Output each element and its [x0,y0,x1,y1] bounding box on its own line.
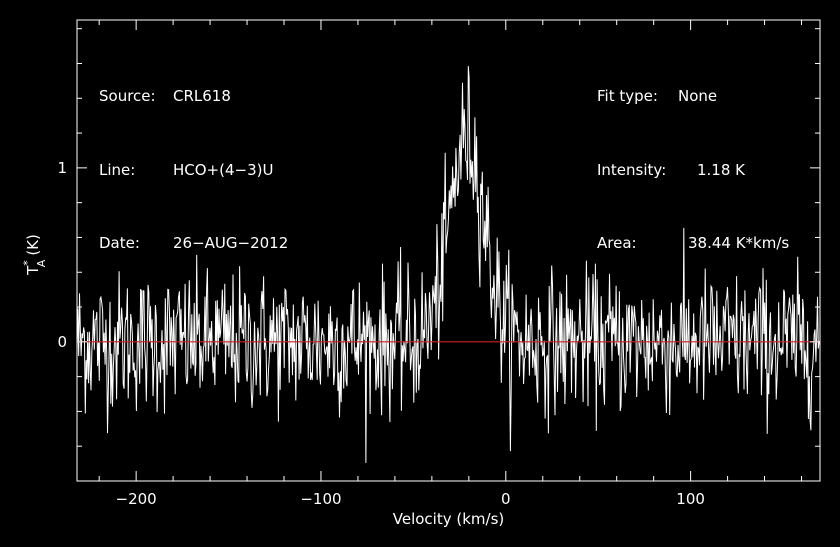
source-value: CRL618 [173,87,231,105]
x-axis-label: Velocity (km/s) [393,510,504,528]
y-axis-label: T*A (K) [21,234,48,276]
intensity-value: 1.18 K [697,160,746,179]
source-label: Source: [99,87,156,105]
y-axis-label-sup: * [21,260,34,266]
line-value: HCO+(4−3)U [173,160,274,179]
y-tick-label: 0 [57,333,67,351]
y-tick-label: 1 [57,159,67,177]
date-row: Date: 26−AUG−2012 [99,231,288,256]
x-tick-label: −200 [116,490,157,508]
x-tick-label: 100 [676,490,705,508]
y-axis-label-unit: (K) [24,234,42,256]
date-value: 26−AUG−2012 [173,234,289,252]
x-tick-label: 0 [501,490,511,508]
x-tick-label: −100 [300,490,341,508]
line-row: Line: HCO+(4−3)U [99,158,288,183]
y-axis-label-sub: A [35,259,48,267]
header-left: Source: CRL618 Line: HCO+(4−3)U Date: 26−AU… [99,35,288,280]
fit-row: Fit type: None [597,84,789,109]
fit-label: Fit type: [597,87,658,105]
plot-frame [76,19,821,482]
line-label: Line: [99,160,136,179]
axis-tick-labels: −200 −100 0 100 0 1 [57,159,704,508]
spectrum-trace [76,66,821,463]
y-axis-label-symbol: T [24,265,42,276]
intensity-row: Intensity: 1.18 K [597,158,789,183]
area-label: Area: [597,234,637,252]
intensity-label: Intensity: [597,160,667,179]
date-label: Date: [99,234,140,252]
area-value: 38.44 K*km/s [688,234,790,252]
spectrum-trace-group [76,66,821,463]
area-row: Area: 38.44 K*km/s [597,231,789,256]
axis-ticks [77,20,820,482]
source-row: Source: CRL618 [99,84,288,109]
fit-value: None [678,87,718,105]
header-right: Fit type: None Intensity: 1.18 K Area: 38.4… [597,35,789,280]
